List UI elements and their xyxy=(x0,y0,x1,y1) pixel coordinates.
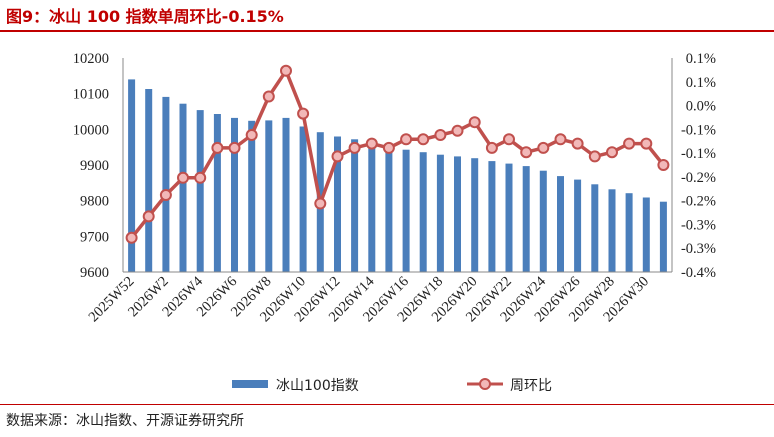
wow-point xyxy=(554,133,567,146)
bar xyxy=(591,184,599,272)
right-tick-label: -0.2% xyxy=(681,194,716,210)
bar xyxy=(625,193,633,272)
wow-point xyxy=(485,141,498,154)
wow-point xyxy=(451,124,464,137)
left-axis-ticks: 9600 9700 9800 9900 10000 10100 10200 xyxy=(73,51,109,281)
wow-point xyxy=(588,150,601,163)
right-tick-label: -0.3% xyxy=(681,241,716,257)
x-axis-ticks: 2025W522026W22026W42026W62026W82026W1020… xyxy=(86,273,652,325)
bar xyxy=(351,139,359,272)
bar xyxy=(334,136,341,272)
bar xyxy=(454,156,461,272)
right-tick-label: 0.1% xyxy=(686,51,716,67)
bar xyxy=(385,146,393,272)
left-tick-label: 9700 xyxy=(80,229,109,245)
bar xyxy=(608,189,616,272)
left-tick-label: 10200 xyxy=(73,51,109,67)
wow-point xyxy=(297,107,310,120)
left-tick-label: 9900 xyxy=(80,158,109,174)
wow-point xyxy=(537,141,550,154)
bar xyxy=(282,117,290,273)
legend-swatch-wow-marker xyxy=(479,378,491,390)
left-tick-label: 9800 xyxy=(80,194,109,210)
legend-label-index: 冰山100指数 xyxy=(276,378,359,394)
source-note: 数据来源：冰山指数、开源证券研究所 xyxy=(6,413,244,429)
wow-point xyxy=(142,210,155,223)
wow-point xyxy=(571,137,584,150)
bottom-rule xyxy=(0,404,774,405)
bar xyxy=(145,89,153,272)
axes xyxy=(122,58,673,273)
bar xyxy=(213,114,221,272)
wow-point xyxy=(280,64,292,77)
bar xyxy=(574,179,582,272)
right-tick-label: 0.1% xyxy=(686,75,716,91)
wow-point xyxy=(177,171,189,184)
right-tick-label: -0.2% xyxy=(681,170,716,186)
right-axis-ticks: -0.4% -0.3% -0.3% -0.2% -0.2% -0.1% -0.1% 0.0% 0… xyxy=(681,51,716,281)
bar xyxy=(402,149,410,272)
wow-point xyxy=(468,116,481,129)
wow-point xyxy=(159,189,172,201)
wow-point xyxy=(365,137,378,150)
bar xyxy=(505,163,513,272)
wow-point xyxy=(348,141,361,154)
wow-point xyxy=(623,137,636,150)
left-tick-label: 10100 xyxy=(73,87,109,103)
bar xyxy=(471,158,479,272)
right-tick-label: -0.1% xyxy=(681,146,716,162)
wow-point xyxy=(434,129,447,141)
bar xyxy=(488,161,496,272)
bar xyxy=(248,120,256,272)
wow-point xyxy=(606,146,618,159)
bar xyxy=(231,117,238,273)
wow-line xyxy=(130,69,665,239)
left-tick-label: 9600 xyxy=(80,265,109,281)
wow-point xyxy=(125,231,138,244)
bar xyxy=(265,120,273,273)
wow-point xyxy=(331,150,344,163)
bar xyxy=(436,154,444,272)
bar-series xyxy=(128,79,667,273)
wow-point xyxy=(417,133,430,146)
wow-point xyxy=(640,137,653,150)
right-tick-label: -0.4% xyxy=(681,265,716,281)
legend-label-wow: 周环比 xyxy=(510,378,552,394)
bar xyxy=(368,143,376,272)
wow-point xyxy=(400,133,413,146)
bar xyxy=(128,79,136,273)
title-rule xyxy=(0,30,774,32)
x-tick-label: 2025W52 xyxy=(86,274,138,326)
bar xyxy=(539,170,547,272)
bar xyxy=(162,96,170,273)
wow-point xyxy=(228,141,241,154)
line-series xyxy=(125,64,670,244)
bar xyxy=(642,197,650,272)
wow-point xyxy=(520,146,533,159)
wow-point xyxy=(382,141,395,154)
bar xyxy=(522,166,530,272)
wow-point xyxy=(194,171,207,184)
legend: 冰山100指数 周环比 xyxy=(232,378,552,394)
bar xyxy=(659,201,667,272)
right-tick-label: -0.1% xyxy=(681,122,716,138)
wow-point xyxy=(245,129,258,141)
wow-point xyxy=(262,90,275,103)
right-tick-label: -0.3% xyxy=(681,217,716,233)
bar xyxy=(419,152,427,272)
bar xyxy=(299,126,307,272)
wow-point xyxy=(314,197,327,210)
bar xyxy=(557,176,564,272)
bar xyxy=(179,103,187,272)
wow-point xyxy=(657,159,670,171)
wow-point xyxy=(211,141,224,154)
chart-title: 图9：冰山 100 指数单周环比-0.15% xyxy=(6,7,284,26)
right-tick-label: 0.0% xyxy=(686,99,716,115)
wow-point xyxy=(503,133,515,146)
left-tick-label: 10000 xyxy=(73,122,109,138)
legend-swatch-index xyxy=(232,380,268,388)
bar xyxy=(196,110,204,272)
